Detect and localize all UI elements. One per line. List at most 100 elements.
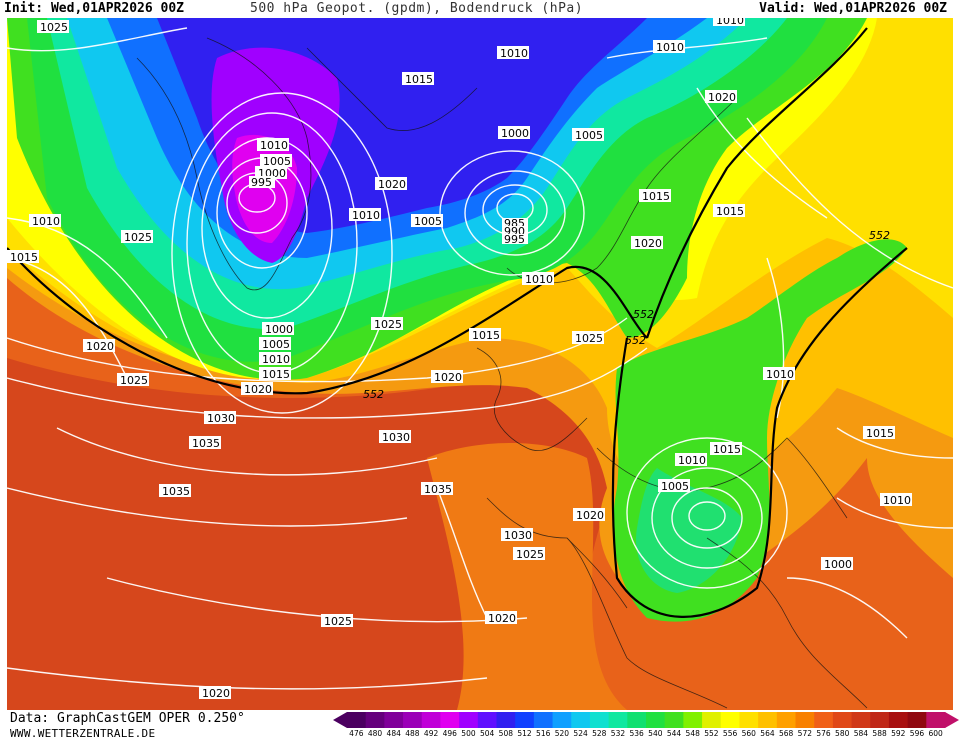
- isobar-label: 1015: [863, 426, 895, 440]
- init-time: Init: Wed,01APR2026 00Z: [4, 1, 185, 16]
- svg-text:1030: 1030: [207, 412, 235, 425]
- legend-value: 552: [704, 729, 719, 738]
- svg-text:1020: 1020: [488, 612, 516, 625]
- isobar-label: 1020: [83, 339, 115, 353]
- legend-value: 524: [573, 729, 588, 738]
- svg-text:1015: 1015: [262, 368, 290, 381]
- isobar-label: 1015: [710, 442, 742, 456]
- legend-swatch: [608, 712, 628, 728]
- isobar-label: 1005: [658, 479, 690, 493]
- isobar-label: 1015: [639, 189, 671, 203]
- legend-swatch: [776, 712, 796, 728]
- legend-value: 580: [835, 729, 850, 738]
- legend-value: 564: [760, 729, 775, 738]
- legend-value: 480: [367, 729, 383, 738]
- legend-value: 584: [853, 729, 869, 738]
- svg-text:1015: 1015: [472, 329, 500, 342]
- legend-value: 568: [778, 729, 794, 738]
- legend-swatch: [589, 712, 610, 728]
- legend-value: 556: [722, 729, 738, 738]
- geopotential-label: 552: [363, 388, 384, 401]
- svg-text:1020: 1020: [708, 91, 736, 104]
- isobar-labels: 1025 1010 1015 1025 1010 1005 1000 995 1…: [7, 18, 912, 700]
- legend-swatch: [477, 712, 497, 728]
- isobar-label: 1010: [713, 18, 745, 27]
- legend-swatch: [646, 712, 666, 728]
- isobar-label: 1005: [260, 154, 292, 168]
- svg-text:1010: 1010: [525, 273, 553, 286]
- isobar-label: 1010: [653, 40, 685, 54]
- fill-548-med: [636, 468, 742, 593]
- valid-time: Valid: Wed,01APR2026 00Z: [759, 1, 947, 16]
- svg-text:1010: 1010: [352, 209, 380, 222]
- isobar-label: 1010: [259, 352, 291, 366]
- legend-value: 544: [666, 729, 682, 738]
- isobar-label: 1020: [705, 90, 737, 104]
- legend-swatch: [739, 712, 759, 728]
- legend-swatch: [627, 712, 647, 728]
- legend-swatch: [683, 712, 703, 728]
- isobar-label: 1030: [204, 411, 236, 425]
- svg-text:1035: 1035: [192, 437, 220, 450]
- legend-swatch: [832, 712, 853, 728]
- geopotential-label: 552: [625, 334, 646, 347]
- svg-text:1005: 1005: [661, 480, 689, 493]
- svg-text:1010: 1010: [262, 353, 290, 366]
- legend-value: 528: [592, 729, 607, 738]
- svg-text:1015: 1015: [642, 190, 670, 203]
- legend-swatch: [440, 712, 460, 728]
- legend-value: 504: [479, 729, 495, 738]
- isobar-label: 1025: [117, 373, 149, 387]
- weather-map-svg: 1025 1010 1015 1025 1010 1005 1000 995 1…: [7, 18, 953, 710]
- svg-text:1020: 1020: [576, 509, 604, 522]
- svg-text:1025: 1025: [374, 318, 402, 331]
- map-footer: Data: GraphCastGEM OPER 0.250° WWW.WETTE…: [0, 710, 959, 741]
- isobar-label: 1015: [259, 367, 291, 381]
- svg-text:1025: 1025: [324, 615, 352, 628]
- svg-text:1030: 1030: [382, 431, 410, 444]
- legend-value: 536: [629, 729, 644, 738]
- svg-text:1010: 1010: [883, 494, 911, 507]
- svg-text:1015: 1015: [713, 443, 741, 456]
- svg-text:1010: 1010: [766, 368, 794, 381]
- legend-value: 516: [536, 729, 551, 738]
- svg-text:1020: 1020: [378, 178, 406, 191]
- isobar-label: 1000: [498, 126, 530, 140]
- svg-text:1025: 1025: [516, 548, 544, 561]
- legend-swatch: [533, 712, 554, 728]
- legend-value: 476: [349, 729, 364, 738]
- isobar-label: 1035: [189, 436, 221, 450]
- isobar-label: 1025: [371, 317, 403, 331]
- legend-swatch: [347, 712, 367, 728]
- svg-text:1005: 1005: [575, 129, 603, 142]
- legend-value: 596: [909, 729, 925, 738]
- isobar-label: 1020: [631, 236, 663, 250]
- legend-swatch: [365, 712, 385, 728]
- svg-text:1015: 1015: [866, 427, 894, 440]
- legend-value: 548: [685, 729, 700, 738]
- isobar-label: 1020: [573, 508, 605, 522]
- legend-swatch: [795, 712, 815, 728]
- legend-swatch: [552, 712, 572, 728]
- legend-swatch: [758, 712, 778, 728]
- geopotential-label: 552: [869, 229, 890, 242]
- svg-text:1010: 1010: [500, 47, 528, 60]
- legend-arrow-low: [333, 712, 347, 728]
- legend-value: 600: [928, 729, 943, 738]
- legend-value: 488: [405, 729, 420, 738]
- isobar-label: 1035: [159, 484, 191, 498]
- legend-swatch: [384, 712, 404, 728]
- svg-text:1025: 1025: [575, 332, 603, 345]
- legend-swatch: [702, 712, 722, 728]
- legend-swatch: [814, 712, 834, 728]
- legend-swatch: [459, 712, 479, 728]
- svg-text:1020: 1020: [202, 687, 230, 700]
- isobar-label: 1015: [713, 204, 745, 218]
- svg-text:1020: 1020: [86, 340, 114, 353]
- color-legend: [333, 712, 959, 728]
- legend-value: 572: [797, 729, 813, 738]
- isobar-label: 1025: [121, 230, 153, 244]
- isobar-label: 995: [249, 176, 275, 189]
- legend-value: 520: [554, 729, 570, 738]
- website-link[interactable]: WWW.WETTERZENTRALE.DE: [10, 727, 156, 740]
